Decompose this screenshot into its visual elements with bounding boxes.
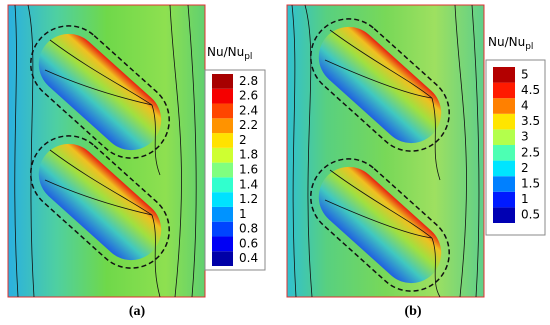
colorbar-tick-label: 4.5 — [521, 83, 540, 97]
colorbar-tick-label: 2 — [239, 133, 247, 147]
colorbar-tick-label: 2.6 — [239, 89, 258, 103]
colorbar-band — [493, 98, 515, 114]
colorbar-label-sub: pl — [525, 42, 533, 52]
plot-a — [7, 4, 206, 298]
colorbar-tick-label: 1.5 — [521, 177, 540, 191]
field — [7, 4, 206, 298]
colorbar-tick-label: 1.2 — [239, 192, 258, 206]
colorbar-band — [493, 67, 515, 83]
fin — [310, 158, 450, 292]
colorbar-band — [212, 221, 233, 237]
colorbar-label-main: Nu/Nu — [488, 35, 525, 49]
colorbar-tick-label: 0.5 — [521, 208, 540, 222]
colorbar-label: Nu/Nupl — [207, 45, 252, 62]
colorbar-tick-label: 2.8 — [239, 74, 258, 88]
streamlines — [14, 4, 197, 298]
colorbar-tick-label: 1.8 — [239, 148, 258, 162]
colorbar-label: Nu/Nupl — [488, 35, 533, 52]
colorbar-tick-label: 2.4 — [239, 103, 258, 117]
colorbar-band — [493, 207, 515, 223]
colorbar-band — [212, 88, 233, 104]
colorbar-band — [493, 191, 515, 208]
colorbar-tick-label: 2.5 — [521, 145, 540, 159]
plot-b — [286, 4, 485, 298]
colorbar-band — [212, 236, 233, 252]
colorbar-tick-label: 3 — [521, 130, 529, 144]
colorbar-tick-label: 0.8 — [239, 222, 258, 236]
colorbar-band — [212, 251, 233, 266]
colorbar-band — [212, 133, 233, 148]
colorbar-label-sub: pl — [244, 52, 252, 62]
colorbar-band — [493, 160, 515, 177]
fin — [30, 25, 170, 159]
colorbar-band — [212, 103, 233, 119]
colorbar-tick-label: 3.5 — [521, 114, 540, 128]
colorbar-band — [212, 118, 233, 134]
colorbar-tick-label: 1.4 — [239, 177, 258, 191]
colorbar-tick-label: 5 — [521, 67, 529, 81]
colorbar-tick-label: 2.2 — [239, 118, 258, 132]
colorbar-band — [493, 113, 515, 130]
colorbar-band — [212, 177, 233, 193]
colorbar-band — [212, 206, 233, 222]
colorbar-tick-label: 2 — [521, 161, 529, 175]
colorbar-band — [212, 74, 233, 89]
colorbar-band — [212, 192, 233, 207]
colorbar-band — [493, 129, 515, 145]
colorbar-tick-label: 4 — [521, 99, 529, 113]
panel-label: (b) — [404, 304, 421, 319]
colorbar-tick-label: 0.4 — [239, 251, 258, 265]
colorbar-band — [493, 82, 515, 99]
fin — [310, 18, 450, 152]
colorbar-band — [212, 162, 233, 178]
colorbar-tick-label: 1 — [521, 192, 529, 206]
colorbar-band — [493, 176, 515, 192]
colorbar-label-main: Nu/Nu — [207, 45, 244, 59]
colorbar-tick-label: 0.6 — [239, 236, 258, 250]
colorbar-tick-label: 1.6 — [239, 163, 258, 177]
panel-label: (a) — [129, 304, 146, 319]
colorbar-tick-label: 1 — [239, 207, 247, 221]
fin — [30, 135, 170, 269]
streamlines — [291, 4, 480, 298]
colorbar-band — [212, 147, 233, 163]
colorbar-band — [493, 145, 515, 161]
